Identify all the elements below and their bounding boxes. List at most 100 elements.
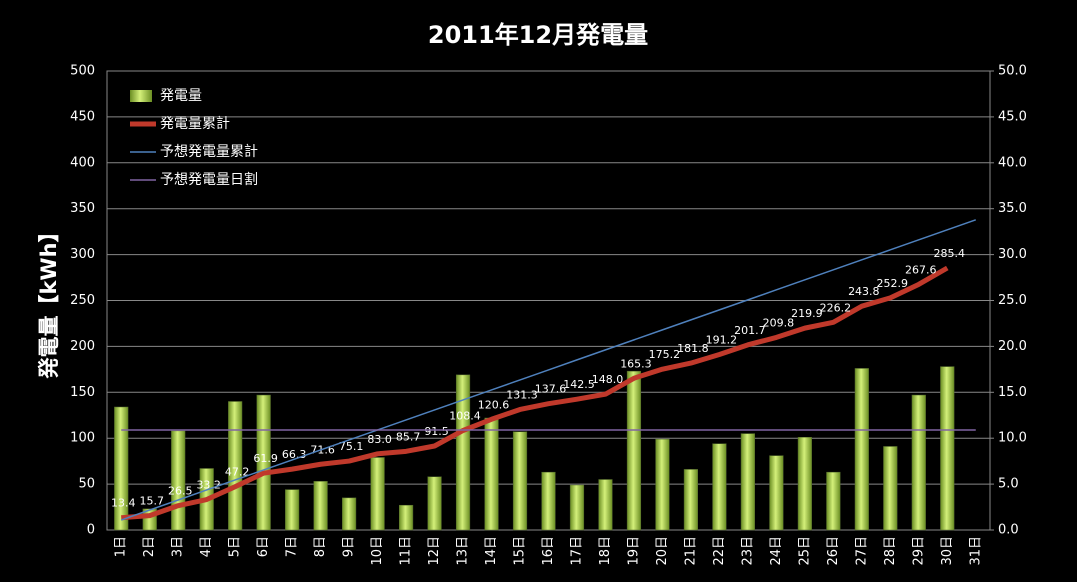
x-tick-label: 10日 (370, 536, 385, 566)
bar (512, 431, 528, 531)
x-tick-label: 3日 (171, 536, 186, 557)
x-tick-label: 2日 (142, 536, 157, 557)
x-tick-label: 11日 (399, 536, 414, 566)
bar (370, 457, 385, 531)
data-label: 13.4 (111, 497, 136, 510)
bar (313, 481, 328, 531)
data-label: 191.2 (706, 333, 738, 346)
y-tick-label: 50 (78, 477, 95, 492)
y2-tick-label: 20.0 (998, 339, 1027, 354)
bar (740, 433, 755, 531)
data-label: 267.6 (905, 263, 937, 276)
y2-tick-label: 15.0 (998, 385, 1027, 400)
data-label: 243.8 (848, 285, 880, 298)
data-label: 131.3 (506, 388, 538, 401)
y-tick-label: 500 (70, 64, 95, 79)
data-label: 175.2 (649, 348, 681, 361)
y2-tick-label: 25.0 (998, 293, 1027, 308)
bar (712, 443, 727, 531)
bar (342, 497, 357, 531)
data-label: 91.5 (424, 425, 449, 438)
x-tick-label: 19日 (626, 536, 641, 566)
data-label: 26.5 (168, 485, 193, 498)
bar (398, 504, 414, 531)
data-label: 252.9 (877, 277, 909, 290)
legend-label: 予想発電量日割 (160, 171, 258, 188)
y-tick-label: 200 (70, 339, 95, 354)
data-label: 33.2 (196, 479, 221, 492)
data-label: 137.6 (535, 383, 567, 396)
bar (171, 430, 186, 531)
data-label: 285.4 (934, 247, 966, 260)
x-tick-label: 17日 (569, 536, 584, 566)
x-tick-label: 14日 (484, 536, 499, 566)
bar (626, 370, 642, 531)
data-label: 165.3 (620, 357, 652, 370)
data-label: 209.8 (763, 316, 795, 329)
x-tick-label: 30日 (940, 536, 955, 566)
x-tick-label: 5日 (228, 536, 243, 557)
data-label: 201.7 (734, 324, 766, 337)
legend-label: 予想発電量累計 (160, 144, 258, 160)
x-tick-label: 23日 (740, 536, 755, 566)
bar (826, 471, 841, 531)
y-axis-label: 発電量【kWh】 (37, 221, 61, 379)
bar (769, 455, 784, 531)
bar (569, 484, 585, 531)
x-tick-label: 28日 (883, 536, 898, 566)
data-label: 85.7 (396, 430, 421, 443)
y2-tick-label: 30.0 (998, 247, 1027, 262)
bar (256, 394, 271, 531)
x-tick-label: 31日 (968, 536, 983, 566)
data-label: 181.8 (677, 342, 709, 355)
bar (228, 401, 243, 531)
legend-label: 発電量累計 (160, 116, 230, 132)
bar (854, 368, 869, 531)
y2-tick-label: 0.0 (998, 523, 1019, 538)
x-tick-label: 6日 (256, 536, 271, 557)
x-tick-label: 13日 (456, 536, 471, 566)
x-tick-label: 22日 (712, 536, 727, 566)
data-label: 142.5 (563, 378, 595, 391)
x-tick-label: 16日 (541, 536, 556, 566)
y-tick-label: 350 (70, 201, 95, 216)
data-label: 108.4 (449, 409, 481, 422)
x-tick-label: 15日 (513, 536, 528, 566)
x-tick-label: 25日 (797, 536, 812, 566)
x-tick-label: 12日 (427, 536, 442, 566)
y2-tick-label: 10.0 (998, 431, 1027, 446)
bar (883, 446, 898, 531)
x-tick-label: 29日 (911, 536, 926, 566)
data-label: 120.6 (478, 398, 510, 411)
bar (655, 438, 670, 531)
y-tick-label: 300 (70, 247, 95, 262)
y2-tick-label: 50.0 (998, 64, 1027, 79)
x-tick-label: 18日 (598, 536, 613, 566)
bar (683, 469, 699, 531)
line (120, 219, 977, 521)
bar (541, 471, 556, 531)
y2-tick-label: 5.0 (998, 477, 1019, 492)
bar (114, 406, 129, 531)
y2-tick-label: 35.0 (998, 201, 1027, 216)
y-tick-label: 250 (70, 293, 95, 308)
x-tick-label: 7日 (285, 536, 300, 557)
chart-title: 2011年12月発電量 (428, 21, 648, 49)
y-tick-label: 150 (70, 385, 95, 400)
data-label: 47.2 (225, 466, 250, 479)
y-tick-label: 0 (87, 523, 95, 538)
data-label: 226.2 (820, 301, 852, 314)
bar (797, 437, 812, 531)
y-tick-label: 100 (70, 431, 95, 446)
x-tick-label: 20日 (655, 536, 670, 566)
bar (455, 374, 471, 531)
y-tick-label: 450 (70, 109, 95, 124)
data-label: 148.0 (592, 373, 624, 386)
bar (911, 394, 926, 531)
x-tick-label: 4日 (199, 536, 214, 557)
y2-tick-label: 40.0 (998, 155, 1027, 170)
bar (285, 489, 300, 531)
data-label: 15.7 (139, 495, 164, 508)
